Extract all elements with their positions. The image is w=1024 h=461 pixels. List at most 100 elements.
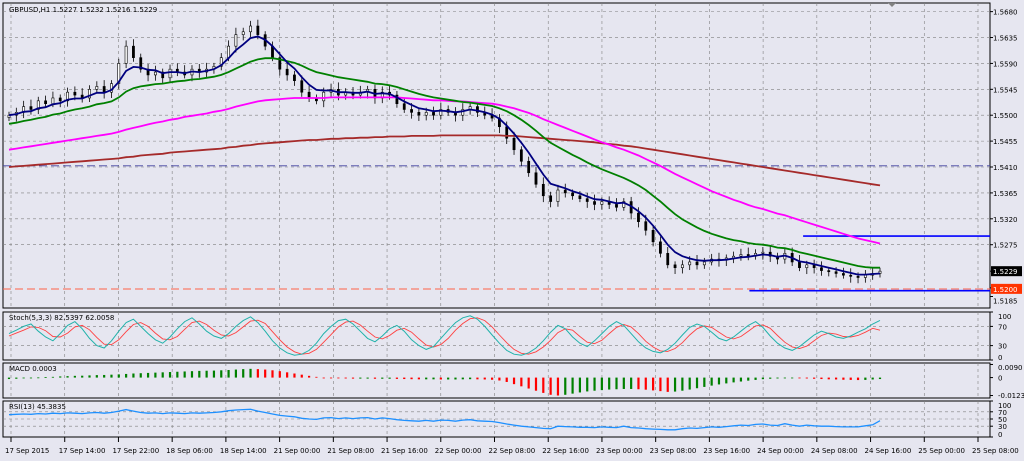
- stoch-signal-line: [8, 317, 881, 355]
- level-tag-bg: [991, 283, 1022, 294]
- stoch-title: Stoch(5,3,3) 82.5397 62.0058: [9, 314, 114, 322]
- macd-bar: [44, 377, 47, 378]
- candle-body: [293, 74, 296, 81]
- candle-body: [842, 273, 845, 276]
- macd-bar: [681, 377, 684, 391]
- macd-bar: [615, 377, 618, 390]
- candle-body: [88, 89, 91, 99]
- y-tick-label: 1.5455: [993, 138, 1018, 146]
- candle-body: [666, 253, 670, 266]
- candle-body: [73, 91, 77, 96]
- macd-bar: [22, 377, 25, 379]
- x-tick-label: 22 Sep 16:00: [542, 447, 589, 455]
- macd-bar: [373, 377, 377, 379]
- macd-bar: [51, 376, 55, 378]
- main-chart-title: GBPUSD,H1 1.5227 1.5232 1.5216 1.5229: [9, 6, 157, 14]
- macd-bar: [725, 377, 728, 384]
- macd-bar: [695, 377, 699, 389]
- x-tick-label: 17 Sep 14:00: [59, 447, 106, 455]
- macd-bar: [190, 371, 194, 378]
- macd-bar: [125, 373, 128, 378]
- candle-body: [659, 241, 662, 254]
- macd-bar: [322, 377, 325, 379]
- macd-bar: [176, 371, 179, 378]
- pane-frame: [2, 2, 991, 309]
- macd-bar: [571, 377, 574, 394]
- macd-bar: [29, 377, 33, 379]
- rsi-line: [8, 408, 881, 431]
- rsi-title: RSI(13) 45.3835: [9, 403, 66, 411]
- macd-bar: [512, 377, 516, 385]
- candle-body: [117, 63, 121, 84]
- y-tick-label: 70: [998, 409, 1007, 417]
- candle-body: [51, 97, 55, 105]
- y-tick-label: 0: [998, 431, 1002, 439]
- macd-bar: [688, 377, 691, 390]
- candle-body: [102, 86, 106, 93]
- macd-bar: [417, 377, 420, 380]
- macd-bar: [637, 377, 640, 390]
- macd-bar: [132, 373, 135, 378]
- candle-body: [695, 261, 699, 266]
- macd-bar: [425, 377, 428, 380]
- macd-bar: [703, 377, 706, 387]
- y-tick-label: 1.5680: [993, 9, 1018, 17]
- y-tick-label-current: 1.5229: [993, 268, 1018, 276]
- candle-body: [307, 91, 311, 99]
- chart-shift-icon[interactable]: [888, 3, 896, 7]
- macd-bar: [593, 377, 596, 391]
- ema-mid-line: [8, 57, 880, 269]
- x-tick-label: 21 Sep 08:00: [327, 447, 374, 455]
- macd-bar: [264, 369, 267, 378]
- candle-body: [600, 201, 604, 205]
- y-tick-label: 30: [998, 343, 1007, 351]
- macd-bar: [842, 377, 845, 380]
- macd-bar: [168, 372, 172, 378]
- x-tick-label: 21 Sep 00:00: [274, 447, 321, 455]
- candle-body: [644, 221, 648, 231]
- price-tag-bg: [991, 266, 1022, 277]
- candle-body: [256, 25, 260, 35]
- macd-bar: [146, 372, 150, 378]
- x-tick-label: 17 Sep 22:00: [112, 447, 159, 455]
- macd-bar: [798, 377, 801, 379]
- macd-bar: [395, 377, 399, 379]
- candle-body: [7, 114, 11, 118]
- y-tick-label: 0: [998, 354, 1002, 362]
- macd-bar: [461, 377, 464, 380]
- candle-body: [417, 112, 421, 116]
- macd-bar: [212, 370, 216, 378]
- candle-body: [95, 86, 99, 90]
- macd-bar: [630, 377, 633, 389]
- candle-body: [702, 261, 706, 266]
- macd-bar: [534, 377, 538, 391]
- macd-bar: [337, 377, 340, 379]
- macd-bar: [81, 375, 84, 378]
- macd-bar: [278, 371, 281, 378]
- macd-bar: [776, 377, 779, 379]
- candle-body: [651, 230, 655, 243]
- macd-bar: [95, 375, 98, 378]
- macd-bar: [59, 376, 62, 378]
- candle-body: [563, 189, 567, 194]
- candle-body: [834, 271, 838, 274]
- macd-bar: [644, 377, 647, 390]
- macd-bar: [878, 377, 882, 380]
- x-tick-label: 23 Sep 08:00: [650, 447, 697, 455]
- candle-body: [461, 109, 465, 116]
- macd-bar: [110, 374, 113, 378]
- macd-bar: [739, 377, 743, 382]
- macd-bar: [329, 377, 333, 379]
- macd-bar: [271, 370, 274, 378]
- macd-bar: [586, 377, 589, 392]
- y-tick-label: 1.5410: [993, 164, 1018, 172]
- y-tick-label: -0.0123: [998, 392, 1024, 400]
- pane-frame: [2, 362, 991, 399]
- candle-body: [66, 91, 69, 102]
- macd-bar: [154, 372, 157, 378]
- candle-body: [153, 71, 157, 76]
- candle-body: [527, 160, 531, 174]
- macd-bar: [388, 377, 391, 379]
